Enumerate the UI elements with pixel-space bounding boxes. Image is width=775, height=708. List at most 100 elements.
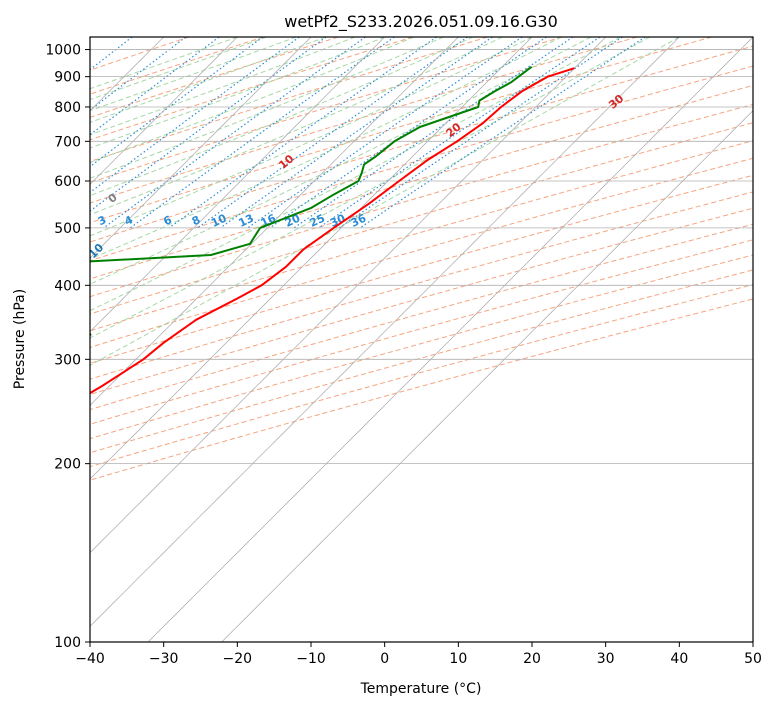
x-tick-label: 50 xyxy=(744,651,762,667)
mixing-ratio-line xyxy=(90,37,264,168)
dry-adiabat-line xyxy=(90,122,753,315)
x-tick-label: −20 xyxy=(223,651,253,667)
x-tick-label: 20 xyxy=(523,651,541,667)
y-tick-label: 800 xyxy=(54,100,81,116)
dry-adiabat-line xyxy=(90,191,753,380)
mixing-ratio-line xyxy=(359,37,646,229)
dry-adiabat-line xyxy=(90,284,753,468)
isotherm-line xyxy=(90,37,680,627)
moist-adiabat-line xyxy=(90,37,385,149)
moist-adiabat-line xyxy=(90,37,562,260)
dry-adiabat-line xyxy=(90,37,712,224)
x-tick-label: 30 xyxy=(597,651,615,667)
moist-adiabat-line xyxy=(90,37,474,197)
plot-area: 0.10.20.40.611.52346810131620253036-100-… xyxy=(0,37,753,642)
dry-adiabat-line xyxy=(90,37,563,184)
dry-adiabat-line xyxy=(90,174,753,364)
moist-adiabat-line xyxy=(90,37,415,164)
skewt-line-labels: 0.10.20.40.611.52346810131620253036-100-… xyxy=(1,92,627,265)
y-tick-label: 500 xyxy=(54,221,81,237)
dry-adiabat-line xyxy=(90,65,753,262)
dry-adiabat-line xyxy=(90,254,753,440)
sounding-series xyxy=(90,66,575,395)
dry-adiabat-line xyxy=(90,269,753,454)
mixing-ratio-line xyxy=(220,37,493,229)
dry-adiabats xyxy=(90,37,753,481)
mixing-ratio-line xyxy=(90,37,187,111)
y-tick-label: 200 xyxy=(54,457,81,473)
y-tick-label: 300 xyxy=(54,352,81,368)
y-tick-label: 100 xyxy=(54,635,81,651)
dewpoint-profile xyxy=(90,66,533,336)
mixing-ratio-label: 30 xyxy=(328,211,348,229)
mixing-ratio-label: 4 xyxy=(123,213,136,228)
mixing-ratio-line xyxy=(0,37,82,228)
isotherm-line xyxy=(90,37,312,259)
y-tick-label: 700 xyxy=(54,134,81,150)
dry-adiabat-line xyxy=(90,298,753,481)
mixing-ratio-label: 1.5 xyxy=(30,211,53,231)
moist-adiabat-line xyxy=(90,37,533,237)
mixing-ratio-line xyxy=(338,37,623,229)
y-axis-label: Pressure (hPa) xyxy=(12,289,28,389)
y-tick-label: 1000 xyxy=(45,43,81,59)
mixing-ratio-label: 16 xyxy=(259,211,279,229)
moist-adiabat-line xyxy=(90,37,444,179)
isotherm-line xyxy=(90,37,238,185)
dry-adiabat-line xyxy=(90,84,753,280)
isotherm-lines xyxy=(90,37,753,642)
chart-title: wetPf2_S233.2026.051.09.16.G30 xyxy=(284,12,558,32)
isotherm-line xyxy=(90,37,606,554)
moist-adiabat-line xyxy=(90,37,326,123)
dry-adiabat-line xyxy=(90,103,753,298)
moist-adiabat-line xyxy=(90,37,503,216)
isotherm-line xyxy=(90,37,459,406)
temperature-profile xyxy=(90,67,575,395)
isotherm-line xyxy=(90,37,533,480)
moist-adiabat-line xyxy=(90,37,238,90)
y-tick-label: 900 xyxy=(54,70,81,86)
dry-adiabat-line xyxy=(90,37,414,141)
dry-adiabat-label: 10 xyxy=(276,152,296,172)
dry-adiabat-line xyxy=(90,37,189,71)
x-axis-label: Temperature (°C) xyxy=(360,681,482,697)
isotherm-line xyxy=(90,37,385,333)
x-tick-label: 40 xyxy=(670,651,688,667)
mixing-ratio-line xyxy=(90,37,327,212)
mixing-ratio-label: 25 xyxy=(308,212,327,230)
x-tick-label: −30 xyxy=(149,651,179,667)
x-tick-label: 10 xyxy=(449,651,467,667)
plot-frame xyxy=(89,36,754,643)
mixing-ratio-label: 1 xyxy=(1,213,13,228)
dry-adiabat-line xyxy=(90,37,488,163)
dry-adiabat-line xyxy=(90,157,753,348)
isotherm-line xyxy=(147,37,753,642)
x-tick-label: −40 xyxy=(75,651,105,667)
moist-adiabat-line xyxy=(90,37,267,101)
mixing-ratio-line xyxy=(293,37,574,229)
mixing-ratio-label: 13 xyxy=(237,212,256,230)
y-axis: 100 200 300 400 500 600 700 800 900 1000 xyxy=(45,43,90,651)
dry-adiabat-line xyxy=(90,207,753,396)
isotherm-line xyxy=(221,110,753,642)
dry-adiabat-line xyxy=(90,37,264,95)
x-tick-label: 0 xyxy=(380,651,389,667)
moist-adiabats xyxy=(90,37,680,366)
moist-adiabat-line xyxy=(90,37,651,339)
y-tick-label: 600 xyxy=(54,174,81,190)
dry-adiabat-line xyxy=(90,223,753,411)
x-tick-label: −10 xyxy=(296,651,326,667)
moist-adiabat-line xyxy=(90,37,297,112)
mixing-ratio-line xyxy=(90,37,220,136)
dry-adiabat-label: 30 xyxy=(606,92,626,112)
dry-adiabat-line xyxy=(90,37,638,204)
pressure-gridlines xyxy=(90,49,753,642)
mixing-ratio-line xyxy=(168,37,437,229)
mixing-ratio-line xyxy=(318,37,601,229)
mixing-ratio-label: 36 xyxy=(349,211,369,229)
mixing-ratio-line xyxy=(269,37,547,229)
mixing-ratio-label: 10 xyxy=(209,211,229,229)
mixing-ratio-line xyxy=(247,37,523,229)
dry-adiabat-line xyxy=(90,239,753,425)
